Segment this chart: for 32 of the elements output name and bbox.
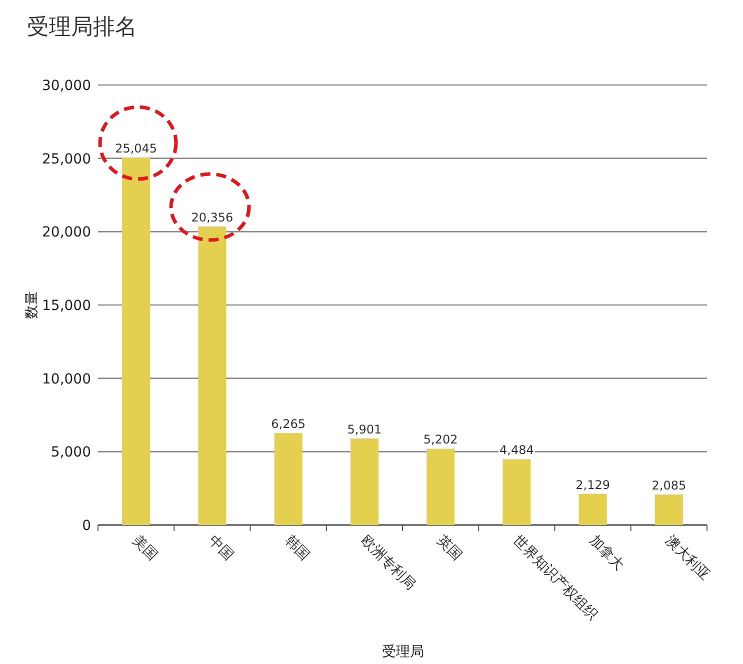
x-tick-label: 欧洲专利局 [358,532,418,594]
bar [654,494,683,525]
chart-title: 受理局排名 [27,15,137,40]
bar [502,459,531,525]
y-tick-label: 25,000 [42,151,91,168]
x-tick-label: 澳大利亚 [662,532,714,584]
x-tick-label: 英国 [434,532,465,564]
y-tick-label: 10,000 [42,371,91,388]
x-tick-label: 中国 [205,532,236,564]
data-label: 2,129 [576,478,610,492]
y-tick-label: 0 [82,518,91,534]
data-label: 5,202 [423,432,458,447]
data-label: 5,901 [347,422,382,436]
bar [274,433,302,525]
y-tick-label: 20,000 [42,224,91,241]
y-tick-label: 15,000 [42,298,91,314]
data-label: 2,085 [652,478,686,492]
bar [578,494,607,525]
y-tick-label: 5,000 [50,444,91,461]
x-tick-label: 韩国 [281,532,313,564]
x-tick-label: 加拿大 [586,532,627,574]
bar [122,158,150,525]
y-axis-title: 数量 [24,291,40,319]
data-label: 6,265 [271,417,306,432]
bar [350,438,378,525]
data-label: 25,045 [115,142,158,156]
bar [426,448,455,525]
x-axis-title: 受理局 [382,644,424,660]
bar [198,226,226,525]
y-tick-label: 30,000 [42,78,91,94]
data-label: 20,356 [191,210,234,224]
x-tick-label: 美国 [129,532,160,564]
